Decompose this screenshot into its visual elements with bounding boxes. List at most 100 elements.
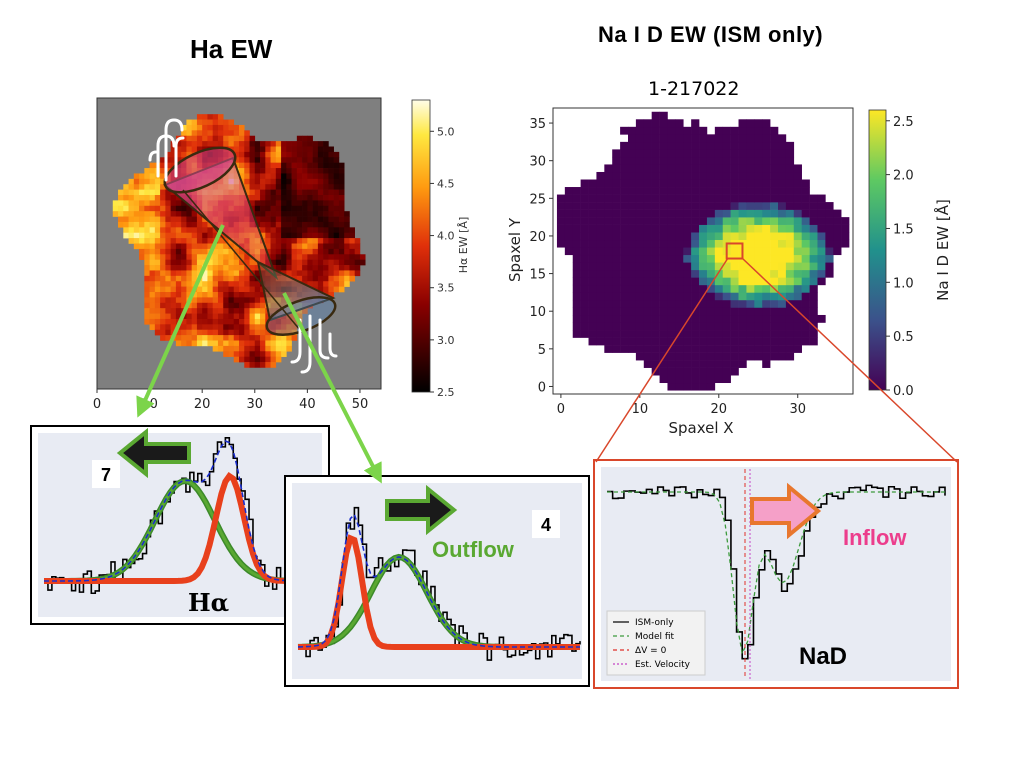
map-pixel [722,149,731,158]
left-title: Ha EW [190,34,273,64]
map-pixel [667,337,676,346]
map-pixel [754,330,763,338]
map-pixel [133,243,140,250]
map-pixel [762,119,771,128]
map-pixel [675,375,684,384]
map-pixel [556,202,566,210]
map-pixel [699,232,708,241]
map-pixel [233,130,240,137]
map-pixel [746,337,755,346]
map-pixel [233,286,240,293]
map-pixel [323,243,329,250]
map-pixel [317,286,324,293]
map-pixel [580,224,589,233]
map-pixel [175,286,182,293]
map-pixel [667,269,676,278]
map-pixel [730,360,739,368]
map-pixel [699,126,708,135]
map-pixel [691,337,700,346]
map-pixel [659,330,668,338]
map-pixel [801,299,810,308]
map-pixel [181,254,187,260]
map-pixel [328,168,334,174]
panel-number-box [532,510,560,538]
map-pixel [706,367,716,376]
map-pixel [651,337,660,346]
map-pixel [254,265,261,271]
map-pixel [762,322,771,331]
map-pixel [841,232,850,241]
map-pixel [296,162,303,169]
map-pixel [785,202,795,210]
map-pixel [643,224,652,233]
map-pixel [207,124,213,131]
map-pixel [239,292,245,298]
map-pixel [746,330,755,338]
map-pixel [770,194,779,203]
map-pixel [223,308,229,314]
map-pixel [170,308,177,314]
map-pixel [270,146,277,153]
map-pixel [699,209,708,218]
map-pixel [302,189,308,196]
map-pixel [359,259,366,266]
map-pixel [186,130,192,137]
map-pixel [207,335,213,341]
map-pixel [706,314,716,323]
map-pixel [620,247,629,256]
map-pixel [635,156,645,165]
map-pixel [730,269,739,278]
map-pixel [659,194,668,203]
map-pixel [556,239,566,248]
map-pixel [801,322,810,331]
map-pixel [706,360,716,368]
map-pixel [762,187,771,195]
map-pixel [265,335,271,341]
map-pixel [667,314,676,323]
map-pixel [620,269,629,278]
map-pixel [223,281,229,287]
map-pixel [196,238,203,244]
map-pixel [233,345,240,352]
map-pixel [286,157,292,163]
map-pixel [667,209,676,218]
map-pixel [228,130,235,137]
map-pixel [333,157,340,163]
map-pixel [770,269,779,278]
map-pixel [254,356,261,363]
map-pixel [596,277,605,286]
map-pixel [296,232,303,239]
map-pixel [281,162,287,169]
map-pixel [207,130,213,137]
map-pixel [217,308,224,314]
map-pixel [635,239,645,248]
map-pixel [286,216,292,223]
map-pixel [730,314,739,323]
map-pixel [651,314,660,323]
map-pixel [691,171,700,180]
map-pixel [770,164,779,173]
map-pixel [659,217,668,225]
map-pixel [207,114,213,120]
map-pixel [170,259,177,266]
map-pixel [170,227,177,234]
map-pixel [196,308,203,314]
map-pixel [175,141,182,147]
map-pixel [270,216,277,223]
tick-label: 15 [529,268,546,283]
map-pixel [149,173,156,180]
map-pixel [588,314,597,323]
map-pixel [212,286,219,293]
tick-label: 10 [529,305,546,320]
map-pixel [323,146,329,153]
map-pixel [691,254,700,263]
map-pixel [580,179,589,188]
map-pixel [675,164,684,173]
map-pixel [762,202,771,210]
map-pixel [265,356,271,363]
map-pixel [564,187,574,195]
map-pixel [338,243,345,250]
map-pixel [154,178,161,185]
map-pixel [275,200,282,207]
